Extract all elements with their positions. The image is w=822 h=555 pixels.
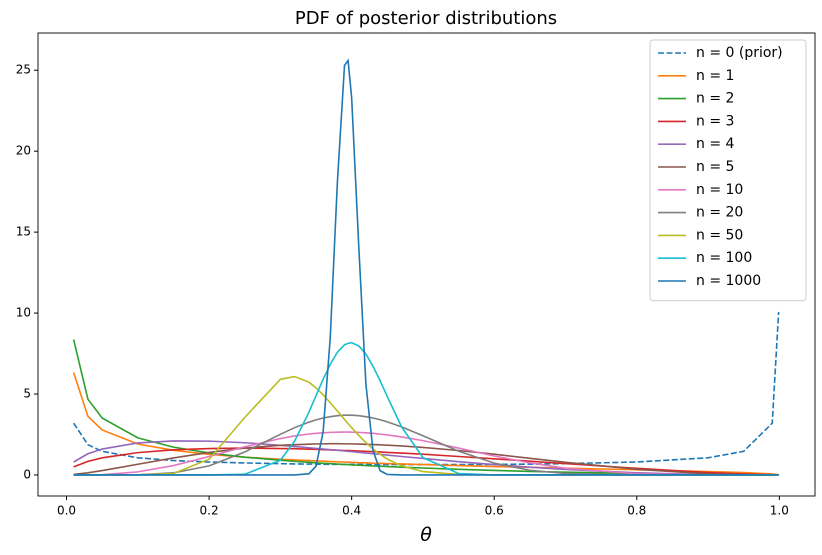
series-line — [73, 414, 779, 476]
x-tick-label: 0.0 — [57, 504, 76, 518]
legend-label: n = 50 — [696, 227, 743, 243]
legend-label: n = 1 — [696, 68, 734, 84]
x-tick-label: 0.8 — [627, 504, 646, 518]
series-line — [73, 58, 779, 476]
x-tick-label: 0.6 — [485, 504, 504, 518]
y-tick-label: 15 — [16, 225, 31, 239]
legend-label: n = 3 — [696, 113, 734, 129]
legend-label: n = 0 (prior) — [696, 45, 783, 61]
legend-label: n = 2 — [696, 91, 734, 107]
legend-label: n = 20 — [696, 205, 743, 221]
series-line — [73, 440, 779, 476]
x-axis-label: θ — [420, 524, 432, 546]
chart-title: PDF of posterior distributions — [295, 8, 557, 29]
legend-frame — [649, 39, 807, 302]
y-tick-label: 10 — [16, 306, 31, 320]
y-tick-label: 20 — [16, 144, 31, 158]
y-tick-label: 5 — [23, 387, 31, 401]
legend-label: n = 4 — [696, 136, 735, 152]
legend-label: n = 10 — [696, 182, 743, 198]
series-line — [72, 372, 779, 476]
legend-label: n = 1000 — [696, 273, 761, 289]
y-tick-label: 0 — [23, 467, 31, 481]
y-tick-label: 25 — [16, 63, 31, 77]
series-line — [73, 431, 779, 476]
x-tick-label: 0.4 — [342, 504, 361, 518]
series-line — [73, 442, 779, 476]
legend-label: n = 5 — [696, 159, 734, 175]
plot-frame — [37, 32, 816, 497]
x-tick-label: 1.0 — [770, 504, 789, 518]
legend-label: n = 100 — [696, 250, 752, 266]
x-tick-label: 0.2 — [200, 504, 219, 518]
legend: n = 0 (prior) n = 1 n = 2 n = 3 n = 4 n = 5 n … — [649, 39, 807, 302]
series-line — [73, 447, 779, 476]
